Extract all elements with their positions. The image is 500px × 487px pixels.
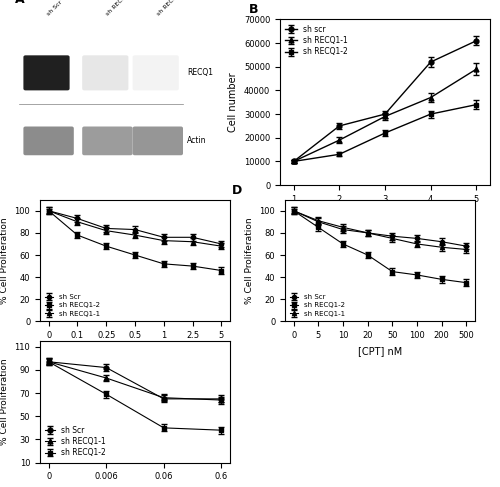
FancyBboxPatch shape — [132, 127, 183, 155]
Legend: sh Scr, sh RECQ1-2, sh RECQ1-1: sh Scr, sh RECQ1-2, sh RECQ1-1 — [44, 293, 102, 318]
X-axis label: [HU] mM: [HU] mM — [114, 346, 156, 356]
FancyBboxPatch shape — [82, 56, 128, 91]
FancyBboxPatch shape — [132, 56, 179, 91]
FancyBboxPatch shape — [24, 127, 74, 155]
X-axis label: [CPT] nM: [CPT] nM — [358, 346, 402, 356]
Y-axis label: % Cell Proliferation: % Cell Proliferation — [0, 217, 9, 304]
Text: A: A — [15, 0, 24, 6]
Y-axis label: % Cell Proliferation: % Cell Proliferation — [0, 358, 9, 445]
Legend: sh scr, sh RECQ1-1, sh RECQ1-2: sh scr, sh RECQ1-1, sh RECQ1-2 — [284, 23, 349, 58]
Text: sh RECQ1-1: sh RECQ1-1 — [106, 0, 135, 17]
Y-axis label: Cell number: Cell number — [228, 73, 238, 132]
Text: sh Scr: sh Scr — [46, 0, 64, 17]
Text: Actin: Actin — [187, 136, 206, 146]
Legend: sh Scr, sh RECQ1-1, sh RECQ1-2: sh Scr, sh RECQ1-1, sh RECQ1-2 — [44, 424, 107, 459]
Y-axis label: % Cell Proliferation: % Cell Proliferation — [245, 217, 254, 304]
FancyBboxPatch shape — [24, 56, 70, 91]
FancyBboxPatch shape — [82, 127, 132, 155]
Text: B: B — [248, 3, 258, 16]
Text: sh RECQ1-2: sh RECQ1-2 — [156, 0, 186, 17]
Text: D: D — [232, 184, 242, 197]
Text: RECQ1: RECQ1 — [187, 68, 213, 77]
Legend: sh Scr, sh RECQ1-2, sh RECQ1-1: sh Scr, sh RECQ1-2, sh RECQ1-1 — [288, 293, 346, 318]
X-axis label: Days: Days — [373, 209, 397, 219]
